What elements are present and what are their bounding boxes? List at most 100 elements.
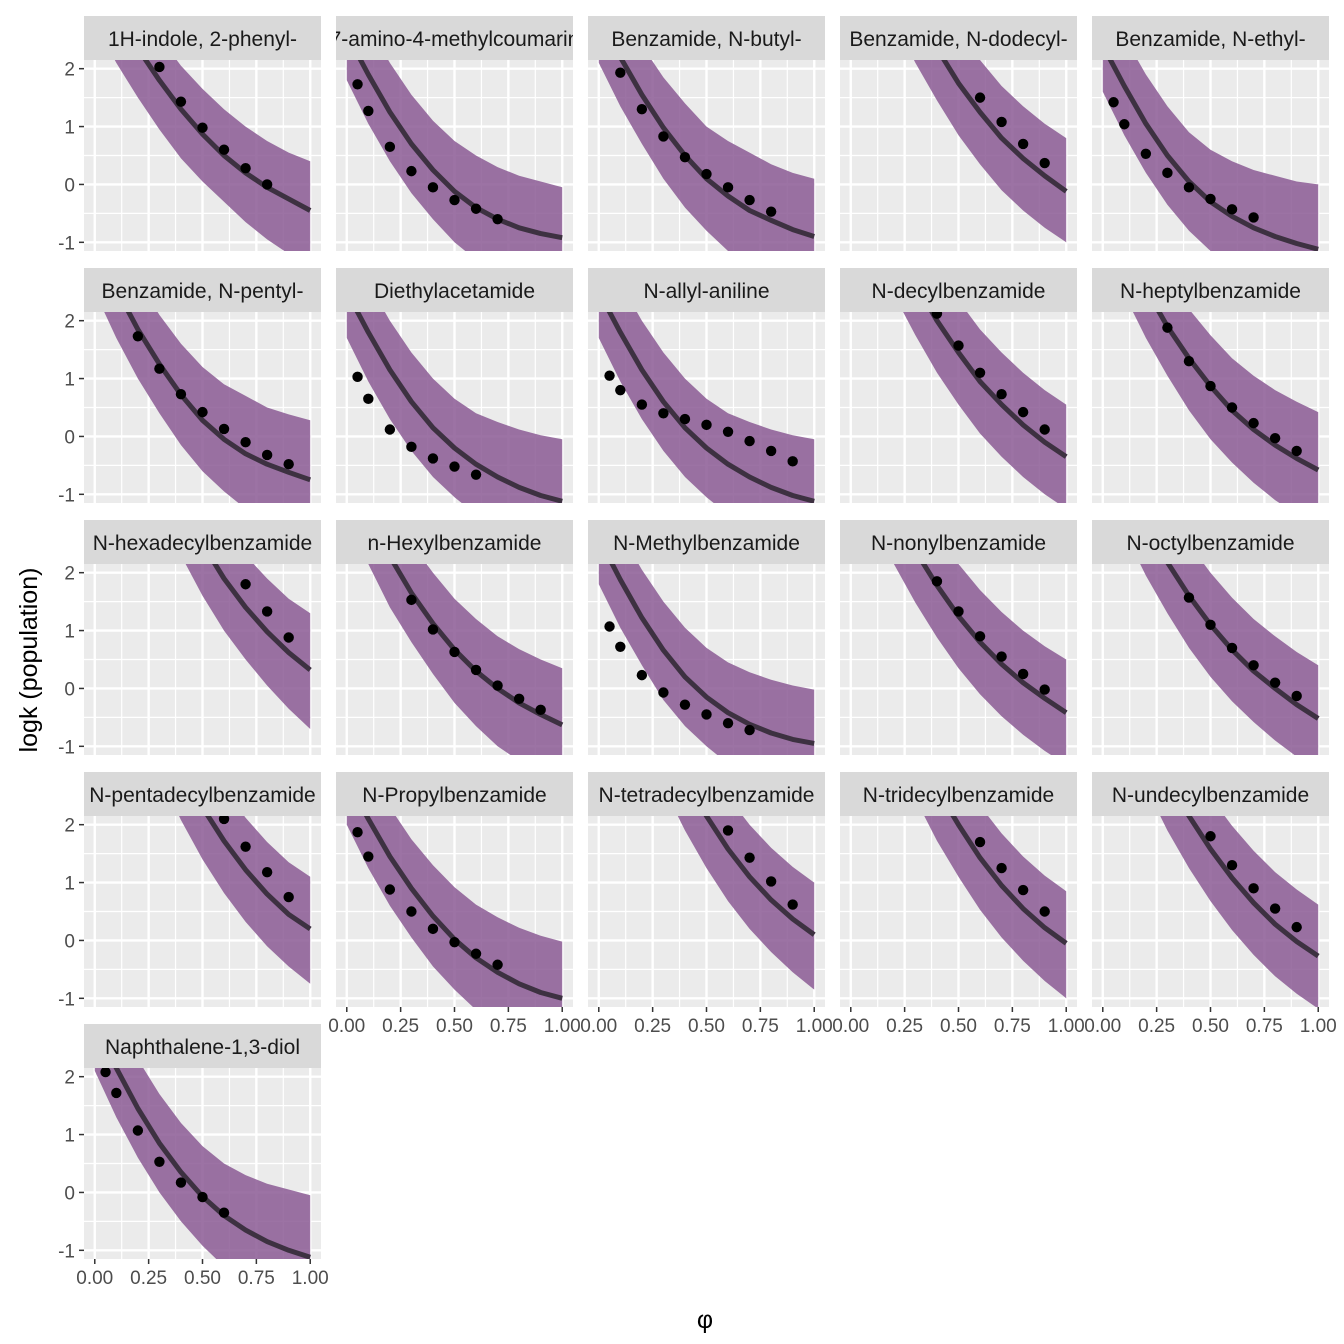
panel-data: [104, 312, 312, 503]
facet-strip: [336, 268, 573, 312]
observed-point: [111, 1087, 122, 1099]
observed-point: [406, 906, 417, 917]
observed-point: [470, 203, 482, 214]
facet-strip-label: N-heptylbenzamide: [1120, 280, 1301, 303]
facet-panel: n-Hexylbenzamide: [336, 520, 573, 755]
observed-point: [470, 469, 482, 480]
observed-point: [363, 105, 374, 117]
observed-point: [352, 79, 363, 90]
facet-strip: [84, 16, 321, 60]
facet-strip: [84, 268, 321, 312]
y-tick-label: 1: [64, 622, 75, 643]
credible-band: [677, 816, 815, 990]
x-tick-label: 0.00: [328, 1016, 365, 1037]
x-tick-label: 0.00: [76, 1268, 113, 1289]
observed-point: [449, 194, 460, 206]
observed-point: [492, 959, 503, 970]
y-tick-label: 1: [64, 874, 75, 895]
observed-point: [352, 827, 363, 838]
y-tick-label: -1: [58, 485, 75, 506]
observed-point: [931, 576, 943, 587]
fitted-line: [205, 816, 312, 931]
observed-point: [218, 816, 230, 825]
facet-panel: N-nonylbenzamide: [840, 520, 1077, 755]
observed-point: [175, 96, 187, 107]
facet-strip: [84, 772, 321, 816]
observed-point: [535, 704, 546, 716]
facet-strip-label: N-undecylbenzamide: [1112, 784, 1309, 807]
x-tick-label: 0.25: [634, 1016, 671, 1037]
observed-point: [175, 1177, 187, 1188]
x-tick-label: 0.50: [436, 1016, 473, 1037]
facet-panel: Benzamide, N-pentyl-: [84, 268, 321, 503]
observed-point: [1205, 831, 1216, 842]
fitted-line: [212, 564, 312, 672]
observed-point: [1017, 668, 1029, 680]
credible-band: [913, 60, 1067, 243]
observed-point: [1108, 97, 1119, 108]
observed-point: [996, 388, 1007, 400]
y-tick-label: 0: [64, 1183, 75, 1204]
observed-point: [197, 406, 208, 418]
panel-data: [185, 564, 312, 729]
observed-point: [996, 116, 1007, 128]
observed-point: [1162, 322, 1173, 333]
facet-panel: N-tetradecylbenzamide: [588, 772, 825, 1007]
credible-band: [1132, 312, 1319, 503]
facet-strip: [84, 520, 321, 564]
fitted-line: [609, 564, 815, 746]
observed-point: [722, 717, 734, 729]
observed-point: [1039, 157, 1050, 169]
panel-data: [598, 60, 815, 251]
y-tick-label: 2: [64, 564, 75, 585]
facet-panel: N-Methylbenzamide: [588, 520, 825, 755]
facet-panel: N-hexadecylbenzamide: [84, 520, 321, 755]
panel-data: [1132, 312, 1320, 503]
observed-point: [406, 165, 417, 177]
observed-point: [175, 388, 187, 400]
panel-data: [346, 816, 563, 1007]
observed-point: [154, 363, 165, 374]
observed-point: [1226, 642, 1238, 654]
observed-point: [996, 651, 1007, 662]
facet-panel: Benzamide, N-butyl-: [588, 16, 825, 251]
observed-point: [744, 194, 755, 206]
x-tick-label: 1.00: [544, 1016, 581, 1037]
observed-point: [1291, 445, 1302, 457]
observed-point: [1039, 906, 1050, 917]
observed-point: [283, 459, 294, 470]
observed-point: [765, 445, 777, 457]
facet-panel: N-octylbenzamide: [1092, 520, 1329, 755]
x-tick-label: 0.25: [130, 1268, 167, 1289]
observed-point: [1039, 424, 1050, 435]
facet-strip-label: Naphthalene-1,3-diol: [105, 1036, 300, 1059]
y-tick-label: 1: [64, 1126, 75, 1147]
credible-band: [346, 816, 563, 1007]
y-axis-title: logk (population): [15, 568, 43, 753]
observed-point: [218, 144, 230, 155]
panel-data: [1160, 816, 1320, 1007]
facet-strip: [336, 520, 573, 564]
observed-point: [1226, 859, 1238, 871]
facet-strip: [840, 520, 1077, 564]
observed-point: [352, 371, 363, 383]
x-tick-label: 0.00: [1084, 1016, 1121, 1037]
x-tick-label: 0.50: [184, 1268, 221, 1289]
observed-point: [1269, 677, 1281, 688]
y-tick-label: 2: [64, 60, 75, 81]
facet-strip-label: Benzamide, N-ethyl-: [1115, 28, 1305, 51]
x-axis-title: φ: [697, 1306, 713, 1334]
panel-data: [598, 564, 815, 755]
panel-data: [368, 564, 564, 755]
facet-strip-label: N-allyl-aniline: [643, 280, 769, 303]
x-tick-label: 0.75: [1246, 1016, 1283, 1037]
observed-point: [744, 852, 755, 863]
observed-point: [218, 1207, 230, 1218]
observed-point: [744, 435, 755, 447]
observed-point: [974, 631, 986, 642]
panel-data: [346, 312, 563, 503]
observed-point: [513, 693, 525, 705]
facet-panel: Benzamide, N-dodecyl-: [840, 16, 1077, 251]
facet-panel: 1H-indole, 2-phenyl-: [84, 16, 321, 251]
credible-band: [185, 564, 311, 729]
